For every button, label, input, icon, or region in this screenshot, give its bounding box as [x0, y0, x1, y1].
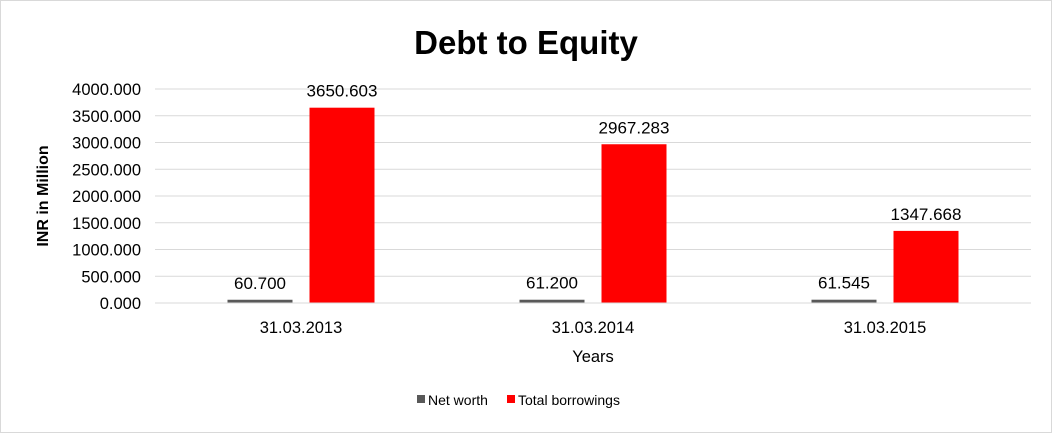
legend-swatch: [507, 395, 515, 403]
data-label: 2967.283: [599, 118, 670, 137]
bar-net-worth: [227, 299, 293, 303]
bar-net-worth: [519, 299, 585, 303]
bars: [227, 107, 959, 303]
bar-total-borrowings: [309, 107, 375, 303]
y-tick-label: 2500.000: [72, 161, 141, 179]
y-tick-label: 0.000: [100, 295, 141, 313]
bar-total-borrowings: [601, 144, 667, 303]
data-label: 61.545: [818, 274, 870, 293]
bar-total-borrowings: [893, 230, 959, 303]
y-tick-label: 3500.000: [72, 108, 141, 126]
chart-title: Debt to Equity: [414, 24, 638, 61]
data-label: 61.200: [526, 274, 578, 293]
bar-net-worth: [811, 299, 877, 303]
x-tick-label: 31.03.2014: [552, 319, 635, 337]
y-tick-label: 2000.000: [72, 188, 141, 206]
y-tick-label: 3000.000: [72, 135, 141, 153]
y-axis-title: INR in Million: [35, 145, 52, 246]
y-axis-ticks: 0.000 500.000 1000.000 1500.000 2000.000 2500…: [72, 81, 141, 313]
x-tick-label: 31.03.2013: [260, 319, 343, 337]
legend-label: Total borrowings: [518, 392, 620, 408]
gridlines: [155, 88, 1031, 277]
data-labels: 60.700 3650.603 61.200 2967.283 61.545 1347.6…: [234, 82, 961, 293]
data-label: 60.700: [234, 274, 286, 293]
legend-label: Net worth: [428, 392, 488, 408]
y-tick-label: 500.000: [81, 268, 141, 286]
y-tick-label: 1000.000: [72, 242, 141, 260]
legend-swatch: [417, 395, 425, 403]
x-axis-title: Years: [572, 348, 614, 366]
y-tick-label: 4000.000: [72, 81, 141, 99]
y-tick-label: 1500.000: [72, 215, 141, 233]
x-axis-ticks: 31.03.2013 31.03.2014 31.03.2015: [260, 319, 927, 337]
x-tick-label: 31.03.2015: [844, 319, 927, 337]
data-label: 3650.603: [307, 82, 378, 101]
data-label: 1347.668: [891, 205, 962, 224]
legend: Net worth Total borrowings: [417, 392, 620, 408]
